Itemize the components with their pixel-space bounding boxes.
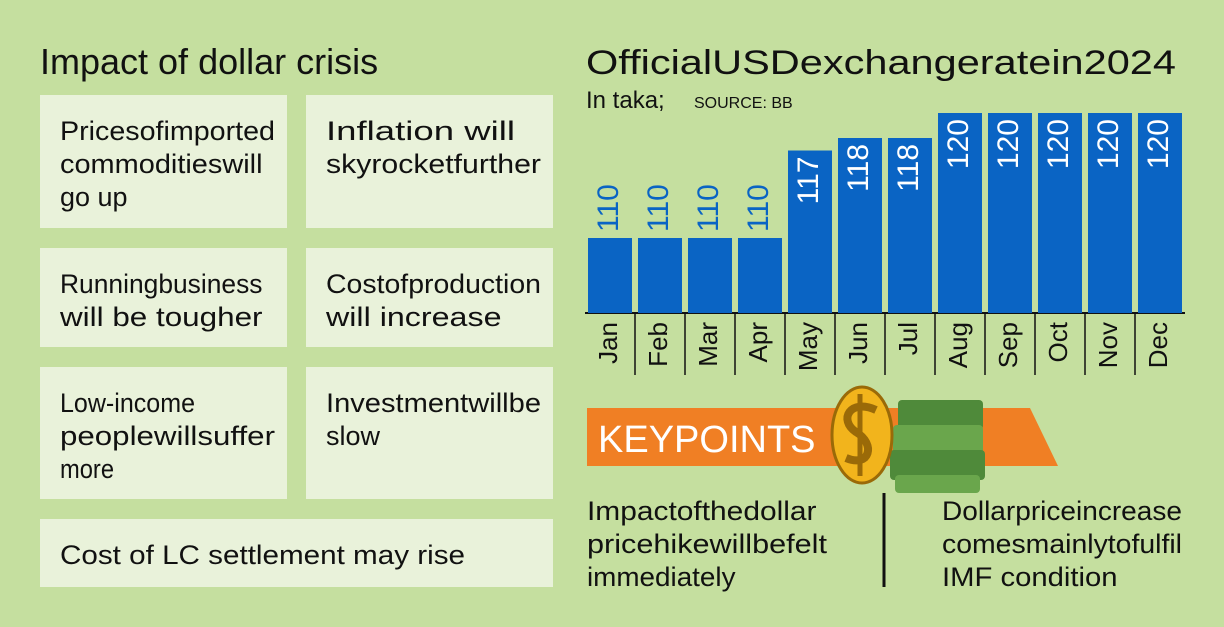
bar — [938, 113, 982, 313]
keypoint-text: pricehikewillbefelt — [587, 529, 828, 559]
x-tick-label: Oct — [1043, 321, 1073, 362]
value-label: 110 — [642, 184, 675, 232]
value-label: 110 — [592, 184, 625, 232]
impact-box — [40, 367, 287, 499]
x-tick-label: Apr — [743, 322, 773, 363]
keypoint-text: IMF condition — [942, 562, 1118, 592]
keypoint-text: Impactofthedollar — [587, 496, 817, 526]
impact-text: Cost of LC settlement may rise — [60, 540, 465, 570]
impact-text: will increase — [325, 302, 502, 332]
bar — [1088, 113, 1132, 313]
impact-text: Runningbusiness — [60, 269, 263, 299]
chart-title: OfficialUSDexchangeratein2024 — [586, 44, 1176, 82]
bar — [738, 238, 782, 313]
money-icon — [830, 385, 985, 493]
impact-text: slow — [326, 421, 380, 451]
value-label: 120 — [992, 119, 1025, 169]
impact-box — [40, 248, 287, 347]
keypoint-text: immediately — [587, 562, 736, 592]
value-label: 120 — [1092, 119, 1125, 169]
x-tick-label: Jun — [843, 322, 873, 364]
chart-source: SOURCE: BB — [694, 95, 793, 112]
bar — [988, 113, 1032, 313]
impact-box — [306, 248, 553, 347]
impact-box — [306, 95, 553, 228]
x-tick-label: Mar — [693, 322, 723, 367]
chart-subtitle: In taka; — [586, 87, 665, 114]
value-label: 118 — [842, 144, 875, 192]
x-tick-label: Dec — [1143, 322, 1173, 368]
keypoints-title: KEYPOINTS — [598, 419, 816, 461]
impact-box — [40, 95, 287, 228]
bar — [688, 238, 732, 313]
bar — [1038, 113, 1082, 313]
value-label: 117 — [792, 157, 825, 205]
bar — [638, 238, 682, 313]
impact-text: Investmentwillbe — [326, 388, 541, 418]
impact-text: more — [60, 454, 114, 484]
bar — [588, 238, 632, 313]
impact-text: Inflation will — [326, 116, 515, 146]
x-tick-label: Nov — [1093, 322, 1123, 368]
keypoint-text: comesmainlytofulfil — [942, 529, 1182, 559]
x-tick-label: Feb — [643, 322, 673, 367]
x-tick-label: May — [793, 322, 823, 371]
impact-text: peoplewillsuffer — [60, 421, 275, 451]
impact-text: Pricesofimported — [60, 116, 275, 146]
impact-text: Low-income — [60, 388, 195, 418]
bar — [788, 150, 832, 313]
value-label: 120 — [1142, 119, 1175, 169]
impact-text: commoditieswill — [60, 149, 263, 179]
impact-box — [40, 519, 553, 587]
impact-text: skyrocketfurther — [326, 149, 541, 179]
impact-text: will be tougher — [59, 302, 263, 332]
impact-text: Costofproduction — [326, 269, 541, 299]
keypoint-text: Dollarpriceincrease — [942, 496, 1182, 526]
value-label: 120 — [942, 119, 975, 169]
x-tick-label: Sep — [993, 322, 1023, 368]
bar — [888, 138, 932, 313]
value-label: 110 — [692, 184, 725, 232]
value-label: 118 — [892, 144, 925, 192]
bar — [838, 138, 882, 313]
impact-text: go up — [60, 182, 128, 212]
x-tick-label: Aug — [943, 322, 973, 368]
x-tick-label: Jan — [593, 322, 623, 364]
value-label: 120 — [1042, 119, 1075, 169]
impact-box — [306, 367, 553, 499]
bar — [1138, 113, 1182, 313]
impact-title: Impact of dollar crisis — [40, 41, 378, 82]
x-tick-label: Jul — [893, 322, 923, 355]
value-label: 110 — [742, 184, 775, 232]
